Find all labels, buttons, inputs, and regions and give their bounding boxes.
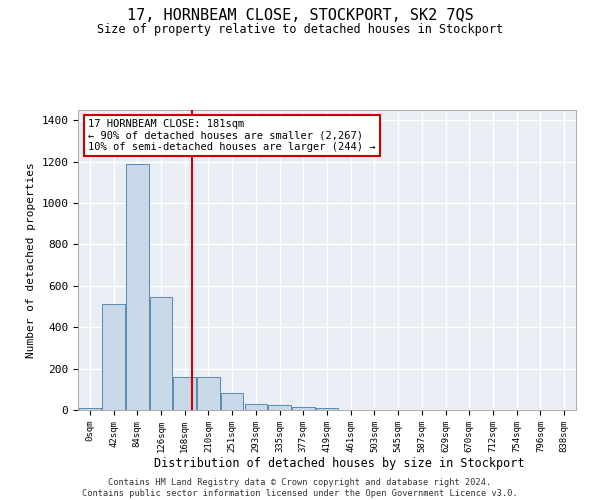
Text: Distribution of detached houses by size in Stockport: Distribution of detached houses by size … bbox=[154, 458, 524, 470]
Text: 17, HORNBEAM CLOSE, STOCKPORT, SK2 7QS: 17, HORNBEAM CLOSE, STOCKPORT, SK2 7QS bbox=[127, 8, 473, 22]
Bar bbox=[79, 408, 101, 410]
Text: Size of property relative to detached houses in Stockport: Size of property relative to detached ho… bbox=[97, 22, 503, 36]
Bar bbox=[103, 304, 125, 410]
Text: 17 HORNBEAM CLOSE: 181sqm
← 90% of detached houses are smaller (2,267)
10% of se: 17 HORNBEAM CLOSE: 181sqm ← 90% of detac… bbox=[88, 119, 376, 152]
Bar bbox=[268, 406, 291, 410]
Bar bbox=[292, 407, 314, 410]
Bar bbox=[245, 404, 267, 410]
Y-axis label: Number of detached properties: Number of detached properties bbox=[26, 162, 36, 358]
Bar bbox=[150, 297, 172, 410]
Bar bbox=[197, 377, 220, 410]
Bar bbox=[126, 164, 149, 410]
Bar bbox=[173, 377, 196, 410]
Text: Contains HM Land Registry data © Crown copyright and database right 2024.
Contai: Contains HM Land Registry data © Crown c… bbox=[82, 478, 518, 498]
Bar bbox=[221, 394, 244, 410]
Bar bbox=[316, 408, 338, 410]
